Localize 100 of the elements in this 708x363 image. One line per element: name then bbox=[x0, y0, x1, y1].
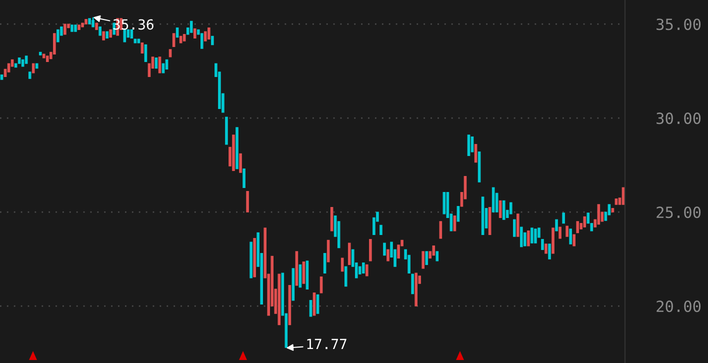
candlestick bbox=[38, 52, 42, 56]
candlestick bbox=[109, 29, 112, 38]
candlestick bbox=[558, 226, 562, 239]
candlestick bbox=[190, 20, 193, 33]
candlestick bbox=[46, 56, 49, 62]
candlestick bbox=[439, 221, 442, 239]
candlestick bbox=[534, 228, 537, 244]
candlestick bbox=[200, 33, 204, 49]
candlestick bbox=[144, 44, 148, 62]
candlestick bbox=[106, 31, 108, 39]
candlestick bbox=[498, 200, 502, 218]
candlestick bbox=[35, 63, 38, 69]
candlestick bbox=[242, 168, 246, 188]
candlestick bbox=[208, 27, 210, 40]
candlestick bbox=[42, 54, 46, 58]
candlestick bbox=[70, 24, 74, 32]
candlestick bbox=[193, 28, 196, 39]
candlestick bbox=[358, 266, 362, 274]
candlestick bbox=[56, 29, 60, 42]
candlestick bbox=[88, 18, 91, 24]
candlestick bbox=[246, 191, 249, 212]
candlestick bbox=[278, 274, 281, 326]
candlestick bbox=[411, 274, 414, 294]
candlestick bbox=[583, 216, 586, 228]
candlestick bbox=[380, 224, 382, 235]
candlestick bbox=[232, 134, 235, 172]
candlestick bbox=[312, 292, 316, 316]
candlestick bbox=[239, 153, 242, 173]
candlestick bbox=[530, 228, 534, 244]
candlestick bbox=[225, 116, 228, 145]
candlestick bbox=[520, 226, 523, 248]
candlestick bbox=[481, 196, 484, 235]
candlestick bbox=[432, 246, 436, 256]
candlestick bbox=[502, 200, 506, 220]
y-tick-label: 30.00 bbox=[656, 112, 701, 124]
candlestick bbox=[383, 242, 386, 256]
candlestick bbox=[250, 242, 252, 278]
candlestick bbox=[323, 253, 326, 274]
candlestick bbox=[84, 19, 88, 24]
candlestick bbox=[474, 144, 478, 163]
candlestick bbox=[98, 26, 102, 36]
candlestick bbox=[158, 56, 162, 74]
candlestick bbox=[176, 27, 179, 38]
candlestick bbox=[576, 221, 579, 234]
candlestick bbox=[456, 206, 460, 222]
y-tick-label: 25.00 bbox=[656, 206, 701, 218]
candlestick bbox=[348, 242, 351, 266]
candlestick bbox=[572, 234, 576, 246]
candlestick bbox=[95, 22, 98, 30]
candlestick bbox=[516, 214, 520, 237]
candlestick bbox=[362, 262, 365, 274]
candlestick bbox=[204, 31, 207, 42]
candlestick bbox=[102, 31, 105, 40]
candlestick bbox=[64, 24, 66, 35]
candlestick bbox=[386, 249, 390, 262]
candlestick bbox=[302, 262, 306, 284]
candlestick bbox=[442, 192, 446, 214]
candlestick bbox=[552, 228, 554, 254]
candlestick bbox=[316, 294, 320, 314]
candlestick bbox=[467, 134, 470, 156]
candlestick bbox=[566, 226, 568, 237]
y-tick-label: 20.00 bbox=[656, 300, 701, 312]
candlestick bbox=[414, 272, 418, 306]
candlestick bbox=[425, 251, 428, 266]
candlestick bbox=[24, 56, 28, 64]
candlestick bbox=[597, 204, 600, 225]
candlestick bbox=[211, 36, 214, 46]
candlestick bbox=[622, 187, 625, 205]
candlestick bbox=[253, 238, 256, 278]
candlestick bbox=[548, 244, 551, 260]
candlestick bbox=[527, 230, 530, 246]
candlestick bbox=[165, 59, 168, 70]
candlestick bbox=[140, 42, 144, 54]
candlestick bbox=[436, 251, 439, 262]
candlestick bbox=[123, 29, 126, 42]
candlestick bbox=[344, 266, 348, 287]
candlestick bbox=[162, 63, 165, 74]
candlestick bbox=[28, 72, 32, 79]
candlestick bbox=[541, 238, 544, 250]
candlestick bbox=[422, 251, 425, 269]
candlestick bbox=[182, 34, 186, 42]
candlestick bbox=[78, 24, 80, 30]
candlestick bbox=[74, 24, 77, 32]
candlestick bbox=[154, 58, 158, 69]
candlestick bbox=[569, 228, 572, 244]
candlestick bbox=[544, 244, 548, 254]
candlestick bbox=[562, 212, 565, 224]
candlestick bbox=[478, 152, 481, 182]
y-tick-label: 35.00 bbox=[656, 18, 701, 30]
candlestick bbox=[81, 22, 84, 28]
candlestick bbox=[168, 49, 172, 58]
candlestick bbox=[0, 74, 4, 80]
candlestick bbox=[366, 264, 368, 276]
candlestick bbox=[236, 127, 238, 170]
annotation: 17.77 bbox=[307, 338, 346, 350]
candlestick bbox=[172, 33, 176, 47]
candlestick bbox=[32, 63, 35, 74]
candlestick bbox=[611, 208, 614, 212]
candlestick bbox=[18, 58, 21, 64]
candlestick bbox=[488, 207, 492, 235]
